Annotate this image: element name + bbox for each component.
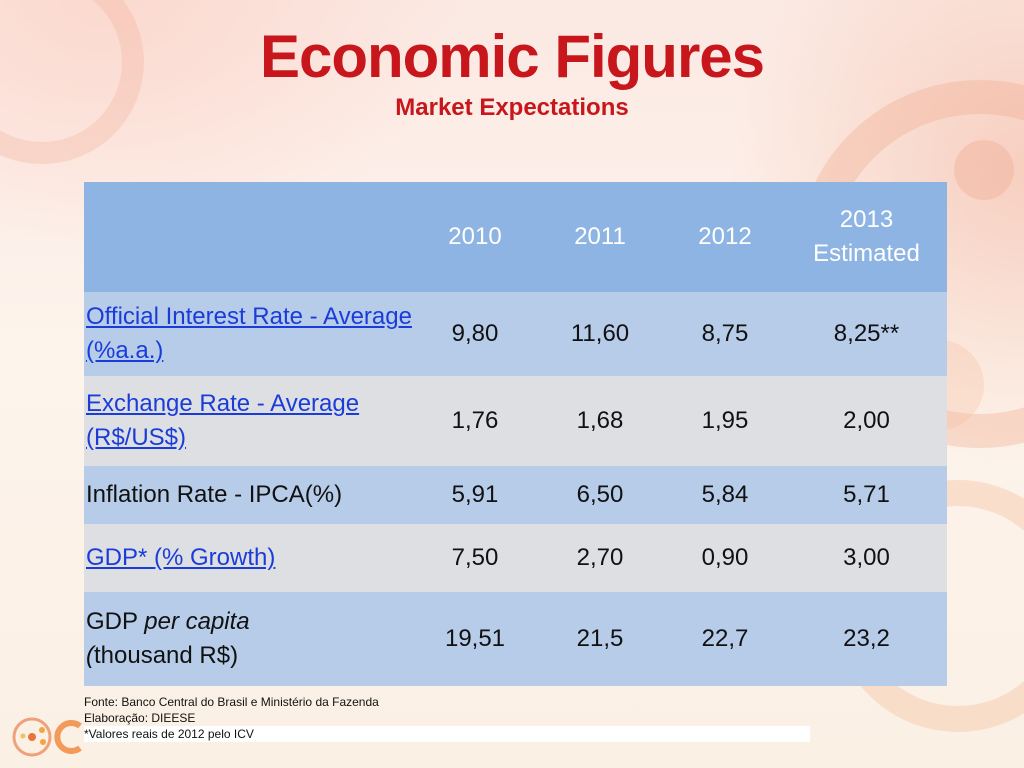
source-note: Fonte: Banco Central do Brasil e Ministé… [84, 695, 379, 709]
page-subtitle: Market Expectations [395, 94, 629, 121]
label-text: thousand R$) [94, 642, 239, 669]
cell-value: 8,25** [786, 292, 947, 376]
elaboration-note: Elaboração: DIEESE [84, 711, 196, 725]
exchange-rate-link[interactable]: Exchange Rate - Average (R$/US$) [86, 390, 360, 451]
cell-value: 11,60 [536, 292, 664, 376]
table-row: Inflation Rate - IPCA(%) 5,91 6,50 5,84 … [84, 466, 947, 524]
cell-value: 5,84 [664, 466, 786, 524]
label-text-italic: ( [86, 642, 94, 669]
table-row: GDP per capita (thousand R$) 19,51 21,5 2… [84, 592, 947, 686]
cell-value: 1,95 [664, 376, 786, 466]
row-label-gdp-per-capita: GDP per capita (thousand R$) [84, 592, 414, 686]
column-header-2013-estimated: 2013 Estimated [786, 182, 947, 292]
column-header-2010: 2010 [414, 182, 536, 292]
cell-value: 8,75 [664, 292, 786, 376]
cell-value: 7,50 [414, 524, 536, 592]
economic-figures-table: 2010 2011 2012 2013 Estimated Official I… [84, 182, 947, 686]
gdp-growth-link[interactable]: GDP* (% Growth) [86, 544, 276, 572]
organization-logo-icon [12, 717, 82, 757]
row-label-interest-rate: Official Interest Rate - Average (%a.a.) [84, 292, 414, 376]
column-header-empty [84, 182, 414, 292]
cell-value: 6,50 [536, 466, 664, 524]
cell-value: 2,70 [536, 524, 664, 592]
table-row: Official Interest Rate - Average (%a.a.)… [84, 292, 947, 376]
cell-value: 0,90 [664, 524, 786, 592]
cell-value: 5,91 [414, 466, 536, 524]
interest-rate-link[interactable]: Official Interest Rate - Average (%a.a.) [86, 303, 412, 364]
label-text: GDP [86, 608, 145, 636]
table-row: Exchange Rate - Average (R$/US$) 1,76 1,… [84, 376, 947, 466]
table-header-row: 2010 2011 2012 2013 Estimated [84, 182, 947, 292]
row-label-gdp-growth: GDP* (% Growth) [84, 524, 414, 592]
table-row: GDP* (% Growth) 7,50 2,70 0,90 3,00 [84, 524, 947, 592]
cell-value: 23,2 [786, 592, 947, 686]
column-header-2011: 2011 [536, 182, 664, 292]
row-label-exchange-rate: Exchange Rate - Average (R$/US$) [84, 376, 414, 466]
cell-value: 1,68 [536, 376, 664, 466]
cell-value: 21,5 [536, 592, 664, 686]
row-label-inflation-rate: Inflation Rate - IPCA(%) [84, 466, 414, 524]
table-notes: Fonte: Banco Central do Brasil e Ministé… [84, 694, 810, 742]
cell-value: 9,80 [414, 292, 536, 376]
page-title: Economic Figures [259, 23, 765, 90]
footnote: *Valores reais de 2012 pelo ICV [84, 726, 810, 742]
cell-value: 19,51 [414, 592, 536, 686]
cell-value: 5,71 [786, 466, 947, 524]
column-header-2012: 2012 [664, 182, 786, 292]
cell-value: 2,00 [786, 376, 947, 466]
cell-value: 22,7 [664, 592, 786, 686]
cell-value: 3,00 [786, 524, 947, 592]
label-text-italic: per capita [144, 608, 250, 636]
decorative-circle [954, 140, 1014, 200]
cell-value: 1,76 [414, 376, 536, 466]
